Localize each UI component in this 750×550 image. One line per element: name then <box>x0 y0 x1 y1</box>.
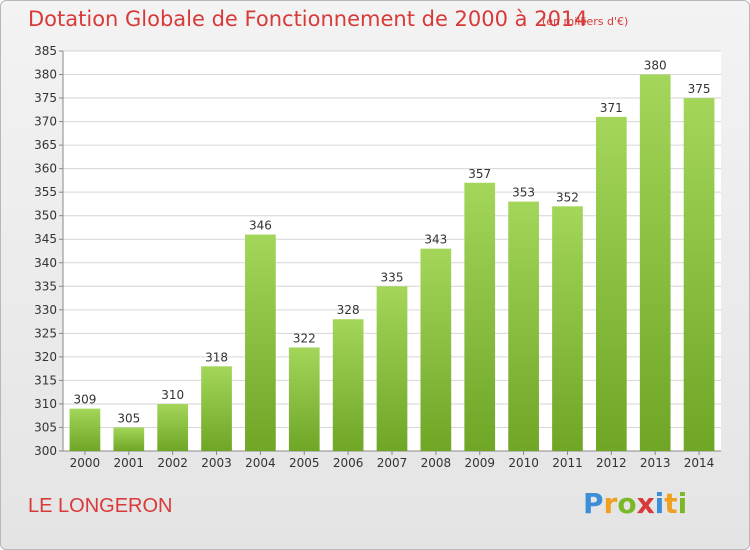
bar-2004 <box>245 234 276 451</box>
x-tick-label-2009: 2009 <box>464 456 495 470</box>
y-tick-label: 345 <box>34 232 57 246</box>
y-tick-label: 335 <box>34 279 57 293</box>
y-tick-label: 375 <box>34 91 57 105</box>
x-tick-label-2004: 2004 <box>245 456 276 470</box>
bar-2008 <box>420 248 452 451</box>
x-tick-label-2005: 2005 <box>289 456 320 470</box>
bar-2010 <box>508 201 539 451</box>
y-tick-label: 340 <box>34 256 57 270</box>
bar-2013 <box>639 74 671 451</box>
value-label-2002: 310 <box>161 388 184 402</box>
proxiti-logo: Proxiti <box>583 487 687 520</box>
value-label-2012: 371 <box>600 101 623 115</box>
value-label-2013: 380 <box>644 59 667 73</box>
bar-2001 <box>113 427 145 451</box>
y-tick-label: 385 <box>34 44 57 58</box>
x-tick-label-2007: 2007 <box>377 456 408 470</box>
chart-title: Dotation Globale de Fonctionnement de 20… <box>28 7 588 31</box>
y-tick-label: 310 <box>34 397 57 411</box>
logo-letter-t: t <box>664 487 678 520</box>
logo-letter-i1: i <box>654 487 665 520</box>
y-tick-label: 350 <box>34 209 57 223</box>
value-label-2001: 305 <box>117 411 140 425</box>
commune-name: LE LONGERON <box>28 495 173 517</box>
value-label-2010: 353 <box>512 186 535 200</box>
x-tick-label-2014: 2014 <box>684 456 715 470</box>
value-label-2003: 318 <box>205 350 228 364</box>
y-tick-label: 360 <box>34 162 57 176</box>
bar-2011 <box>552 206 583 451</box>
y-tick-label: 315 <box>34 373 57 387</box>
bar-2007 <box>376 286 408 451</box>
x-tick-label-2001: 2001 <box>114 456 145 470</box>
x-tick-label-2012: 2012 <box>596 456 627 470</box>
value-label-2014: 375 <box>688 82 711 96</box>
x-tick-label-2002: 2002 <box>157 456 188 470</box>
y-tick-label: 300 <box>34 444 57 458</box>
y-tick-label: 320 <box>34 350 57 364</box>
x-tick-label-2006: 2006 <box>333 456 364 470</box>
bar-2012 <box>595 116 627 451</box>
x-tick-label-2010: 2010 <box>508 456 539 470</box>
logo-letter-r: r <box>603 487 618 520</box>
value-label-2000: 309 <box>73 393 96 407</box>
logo-letter-i2: i <box>677 487 688 520</box>
y-tick-label: 370 <box>34 115 57 129</box>
y-tick-label: 305 <box>34 420 57 434</box>
y-tick-label: 325 <box>34 326 57 340</box>
value-label-2011: 352 <box>556 190 579 204</box>
logo-letter-x: x <box>636 487 655 520</box>
x-tick-label-2011: 2011 <box>552 456 583 470</box>
logo-letter-p: P <box>583 487 604 520</box>
bar-2005 <box>288 347 320 451</box>
bar-2006 <box>332 319 364 451</box>
bar-2009 <box>464 182 496 451</box>
value-label-2007: 335 <box>381 270 404 284</box>
x-tick-label-2013: 2013 <box>640 456 671 470</box>
x-tick-label-2000: 2000 <box>70 456 101 470</box>
y-tick-label: 355 <box>34 185 57 199</box>
bar-2003 <box>201 366 232 451</box>
bar-2014 <box>683 98 715 451</box>
y-tick-label: 330 <box>34 303 57 317</box>
y-tick-label: 380 <box>34 68 57 82</box>
value-label-2005: 322 <box>293 331 316 345</box>
value-label-2004: 346 <box>249 219 272 233</box>
bar-2002 <box>157 403 189 451</box>
chart-subtitle: (en milliers d'€) <box>542 15 629 28</box>
logo-letter-o: o <box>617 487 637 520</box>
value-label-2009: 357 <box>468 167 491 181</box>
value-label-2006: 328 <box>337 303 360 317</box>
y-tick-label: 365 <box>34 138 57 152</box>
value-label-2008: 343 <box>424 233 447 247</box>
bar-2000 <box>69 408 101 451</box>
x-tick-label-2003: 2003 <box>201 456 232 470</box>
x-tick-label-2008: 2008 <box>421 456 452 470</box>
